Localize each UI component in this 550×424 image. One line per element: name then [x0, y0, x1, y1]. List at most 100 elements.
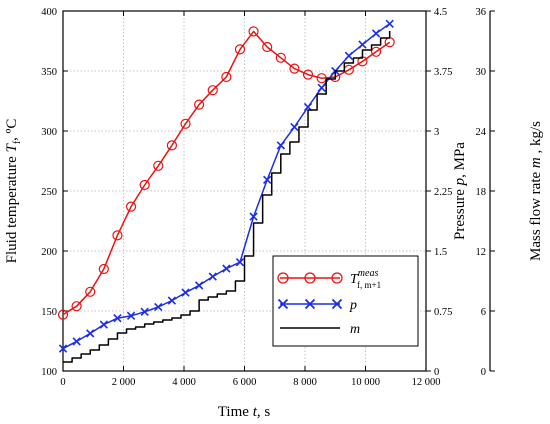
legend-label-pressure: p — [349, 298, 357, 313]
data-point-pressure — [290, 122, 299, 132]
data-point-temperature — [180, 118, 191, 129]
y-right2-tick-label: 36 — [476, 7, 487, 18]
y-left-tick-label: 250 — [41, 187, 57, 198]
data-point-temperature — [153, 160, 164, 171]
y-left-title-suffix: , ºC — [4, 119, 20, 141]
data-point-temperature — [57, 309, 69, 320]
data-point-pressure — [86, 329, 95, 338]
data-point-pressure — [72, 337, 81, 346]
data-point-temperature — [139, 179, 150, 191]
legend-marker-pressure-1 — [277, 298, 289, 310]
y-right1-title-suffix: , MPa — [452, 142, 468, 178]
data-point-temperature — [112, 230, 123, 241]
legend-marker-pressure-3 — [331, 298, 343, 310]
y-left-tick-label: 350 — [41, 67, 57, 78]
legend-item-pressure: p — [277, 298, 357, 313]
y-right1-tick-label: 3 — [434, 127, 439, 138]
x-tick-label: 10 000 — [351, 377, 380, 388]
data-point-temperature — [98, 263, 109, 275]
data-point-pressure — [194, 281, 204, 290]
y-right2-tick-label: 0 — [481, 367, 486, 378]
y-right1-axis-title: Pressure p, MPa — [452, 142, 468, 240]
data-point-pressure — [358, 40, 367, 49]
data-point-temperature — [262, 41, 273, 53]
y-right2-tick-label: 18 — [476, 187, 487, 198]
x-axis-title-var: t — [253, 404, 258, 420]
legend-item-mass-flow: m — [280, 322, 360, 337]
legend-temperature-sub: f, m+1 — [357, 280, 381, 290]
y-right1-tick-label: 2.25 — [434, 187, 452, 198]
y-right1-title-prefix: Pressure — [452, 185, 468, 240]
legend-item-temperature: Tmeas f, m+1 — [277, 268, 381, 290]
data-point-temperature — [71, 301, 82, 312]
data-point-pressure — [371, 29, 381, 38]
data-point-temperature — [125, 201, 137, 212]
y-left-tick-label: 300 — [41, 127, 57, 138]
legend-marker-temperature-3 — [331, 272, 343, 284]
data-point-temperature — [316, 73, 327, 84]
y-right2-title-suffix: , kg/s — [528, 121, 544, 157]
y-right2-tick-label: 30 — [476, 67, 487, 78]
y-right1-tick-label: 1.5 — [434, 247, 447, 258]
data-point-pressure — [58, 344, 68, 353]
legend: Tmeas f, m+1 p m — [272, 255, 419, 347]
y-right2-axis-title: Mass flow rate m , kg/s — [528, 121, 544, 261]
data-point-pressure — [154, 302, 163, 312]
y-right2-tick-label: 6 — [481, 307, 486, 318]
data-point-pressure — [140, 307, 149, 316]
data-point-pressure — [385, 19, 394, 28]
data-point-pressure — [181, 288, 190, 297]
y-left-tick-label: 400 — [41, 7, 57, 18]
data-point-pressure — [235, 258, 245, 267]
data-point-temperature — [166, 140, 177, 151]
y-right2-tick-label: 24 — [476, 127, 487, 138]
data-point-pressure — [167, 296, 177, 305]
data-point-temperature — [248, 26, 259, 37]
y-right1-tick-label: 0.75 — [434, 307, 452, 318]
y-left-title-var: T — [4, 143, 20, 153]
x-axis-title: Time t, s — [218, 404, 271, 420]
data-point-temperature — [370, 46, 382, 57]
legend-temperature-sup: meas — [358, 268, 379, 279]
y-right1-title-var: p — [452, 177, 468, 186]
x-tick-label: 6 000 — [233, 377, 257, 388]
y-right2-title-var: m — [528, 157, 544, 168]
data-point-pressure — [113, 314, 122, 323]
x-tick-label: 12 000 — [412, 377, 441, 388]
x-axis-title-suffix: , s — [257, 404, 271, 420]
data-point-temperature — [221, 71, 232, 83]
data-point-temperature — [234, 44, 246, 55]
legend-label-mass-flow: m — [350, 322, 360, 337]
x-tick-label: 4 000 — [172, 377, 196, 388]
y-left-title-prefix: Fluid temperature — [4, 153, 20, 264]
x-tick-label: 8 000 — [293, 377, 317, 388]
legend-marker-temperature-2 — [304, 272, 316, 284]
data-point-temperature — [207, 85, 218, 96]
x-tick-label: 0 — [60, 377, 65, 388]
y-left-title-sub: f — [12, 140, 23, 144]
data-point-pressure — [126, 311, 136, 320]
y-left-axis-title: Fluid temperature Tf, ºC — [4, 119, 23, 264]
data-point-temperature — [275, 52, 286, 63]
data-point-pressure — [344, 51, 354, 60]
legend-label-temperature: Tmeas f, m+1 — [350, 268, 381, 290]
data-point-pressure — [208, 272, 217, 281]
data-point-temperature — [289, 63, 300, 74]
data-point-pressure — [317, 83, 326, 92]
data-point-temperature — [194, 99, 205, 110]
data-point-pressure — [99, 320, 109, 329]
data-point-temperature — [85, 286, 96, 297]
legend-box — [272, 255, 419, 347]
data-point-pressure — [249, 212, 258, 221]
y-right1-tick-label: 4.5 — [434, 7, 447, 18]
legend-temperature-name: T — [350, 272, 359, 287]
axis-ticks: 0 2 000 4 000 6 000 8 000 10 000 12 000 100 150 2… — [41, 7, 495, 388]
x-axis-title-prefix: Time — [218, 404, 253, 420]
grid-lines — [63, 11, 426, 371]
y-left-tick-label: 200 — [41, 247, 57, 258]
legend-marker-pressure-2 — [304, 298, 316, 310]
series-layer — [57, 19, 395, 363]
data-point-pressure — [222, 264, 231, 273]
series-line-mass-flow — [63, 31, 391, 363]
